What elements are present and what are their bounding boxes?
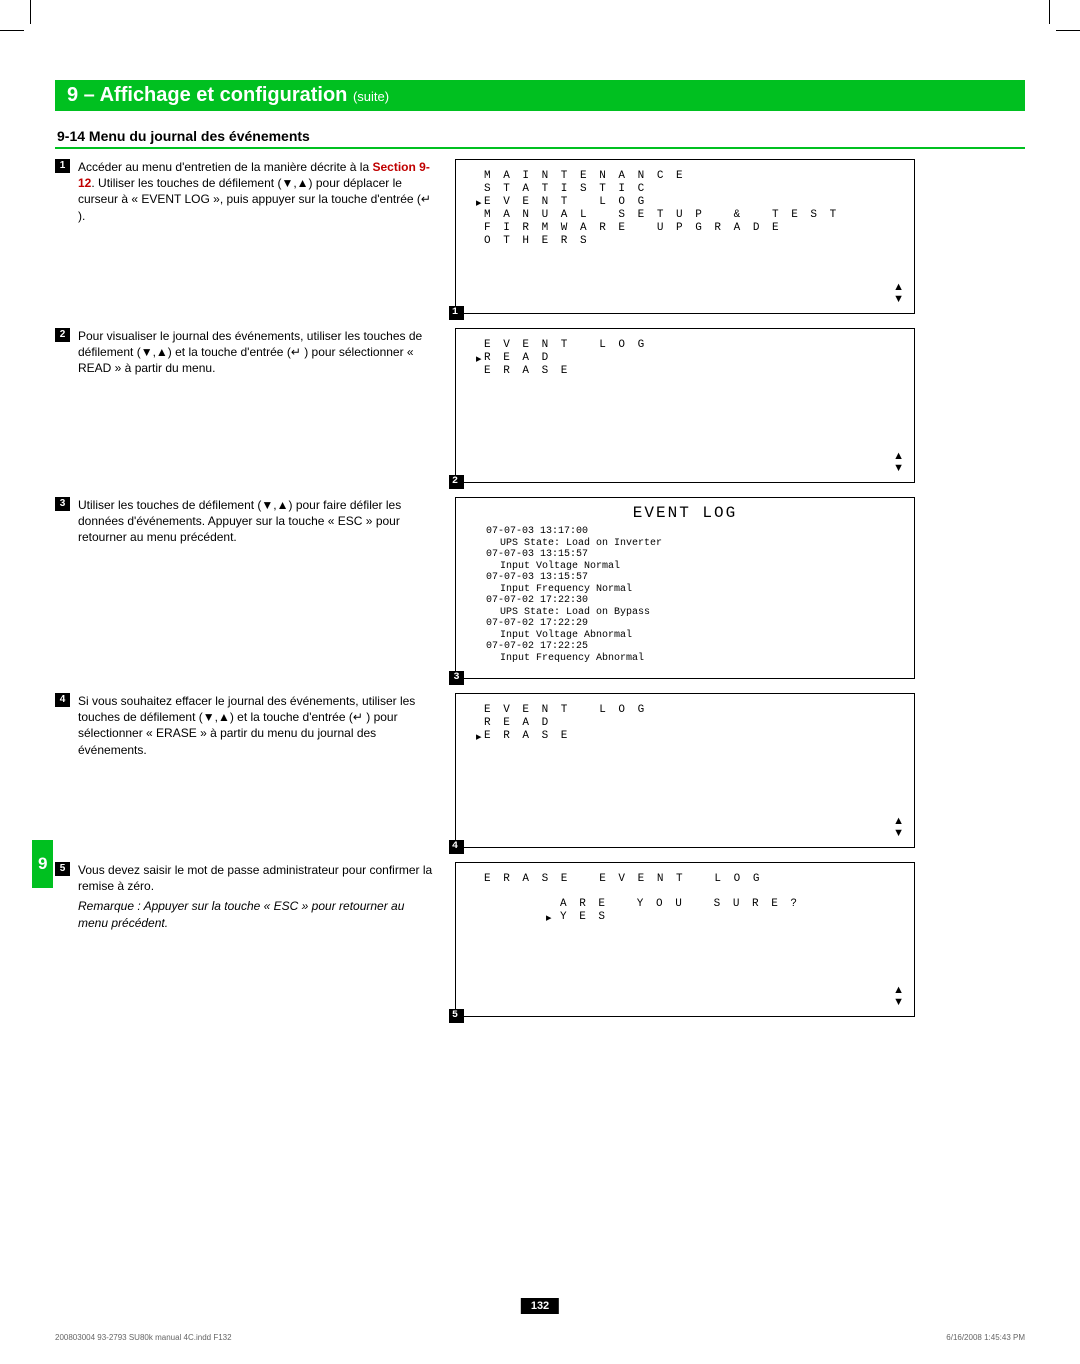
lcd-screen-3: EVENT LOG 07-07-03 13:17:00 UPS State: L… bbox=[455, 497, 915, 679]
lcd-badge-4: 4 bbox=[449, 840, 464, 854]
note-text: Remarque : Appuyer sur la touche « ESC »… bbox=[78, 898, 435, 930]
step-2-text: Pour visualiser le journal des événement… bbox=[78, 328, 435, 377]
scroll-arrows-icon: ▲ ▼ bbox=[893, 281, 904, 305]
section-title: 9-14 Menu du journal des événements bbox=[55, 125, 1025, 149]
step-5-text: Vous devez saisir le mot de passe admini… bbox=[78, 862, 435, 894]
chapter-header: 9 – Affichage et configuration (suite) bbox=[55, 80, 1025, 111]
step-badge-1: 1 bbox=[55, 159, 70, 173]
lcd-badge-3: 3 bbox=[449, 671, 464, 685]
step-4-text: Si vous souhaitez effacer le journal des… bbox=[78, 693, 435, 758]
header-suite: (suite) bbox=[353, 89, 389, 104]
cursor-icon: ▸ bbox=[476, 196, 482, 209]
lcd-screen-4: E V E N T L O G R E A D ▸E R A S E ▲ ▼ 4 bbox=[455, 693, 915, 848]
scroll-arrows-icon: ▲ ▼ bbox=[893, 984, 904, 1008]
lcd-screen-2: E V E N T L O G ▸R E A D E R A S E ▲ ▼ 2 bbox=[455, 328, 915, 483]
lcd-badge-2: 2 bbox=[449, 475, 464, 489]
step-badge-5: 5 bbox=[55, 862, 70, 876]
side-tab: 9 bbox=[32, 840, 53, 888]
step-3-text: Utiliser les touches de défilement (▼,▲)… bbox=[78, 497, 435, 546]
lcd-screen-1: M A I N T E N A N C E S T A T I S T I C … bbox=[455, 159, 915, 314]
lcd-badge-5: 5 bbox=[449, 1009, 464, 1023]
footer-right: 6/16/2008 1:45:43 PM bbox=[946, 1333, 1025, 1342]
step-badge-3: 3 bbox=[55, 497, 70, 511]
scroll-arrows-icon: ▲ ▼ bbox=[893, 450, 904, 474]
cursor-icon: ▸ bbox=[476, 352, 482, 365]
cursor-icon: ▸ bbox=[546, 911, 552, 924]
cursor-icon: ▸ bbox=[476, 730, 482, 743]
lcd-badge-1: 1 bbox=[449, 306, 464, 320]
step-badge-4: 4 bbox=[55, 693, 70, 707]
footer-left: 200803004 93-2793 SU80k manual 4C.indd F… bbox=[55, 1333, 232, 1342]
lcd-screen-5: E R A S E E V E N T L O G A R E Y O U S … bbox=[455, 862, 915, 1017]
step-1-text: Accéder au menu d'entretien de la manièr… bbox=[78, 159, 435, 224]
page-number: 132 bbox=[521, 1298, 559, 1314]
page-content: 9 – Affichage et configuration (suite) 9… bbox=[0, 0, 1080, 1071]
header-title: 9 – Affichage et configuration bbox=[67, 84, 347, 106]
event-log-title: EVENT LOG bbox=[466, 504, 904, 522]
step-badge-2: 2 bbox=[55, 328, 70, 342]
scroll-arrows-icon: ▲ ▼ bbox=[893, 815, 904, 839]
